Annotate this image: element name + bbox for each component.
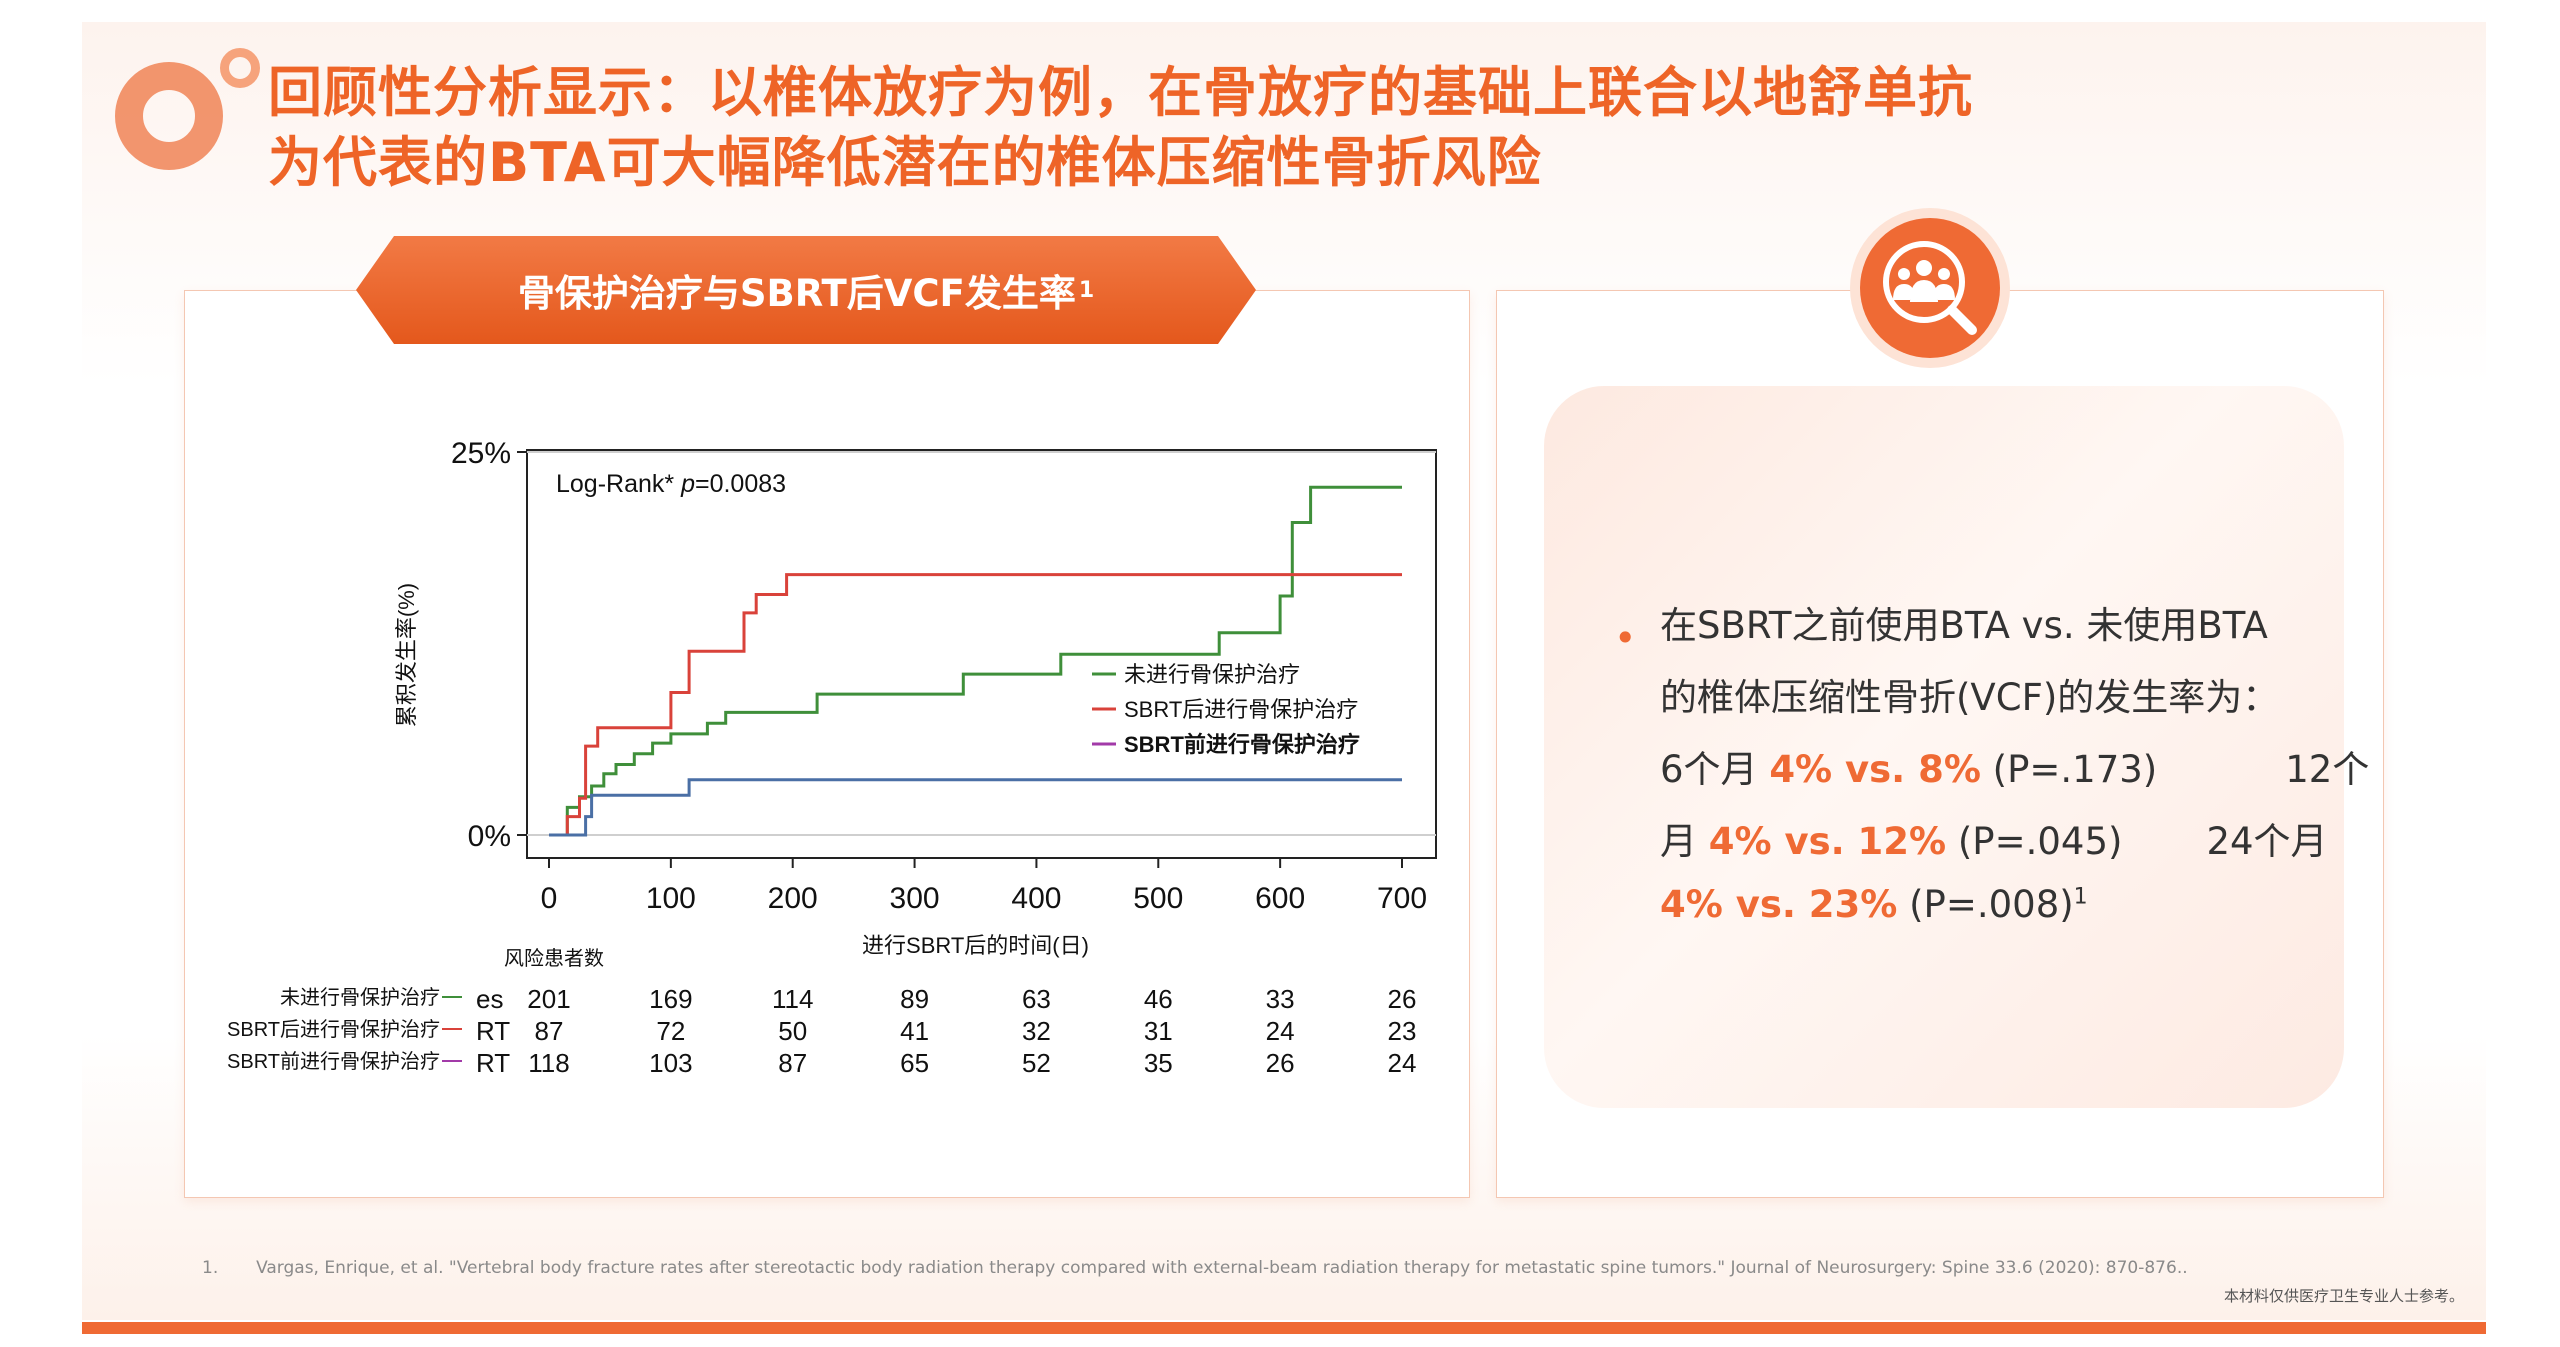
risk-row-label-1: 未进行骨保护治疗 bbox=[280, 986, 440, 1009]
risk-cell: 33 bbox=[1266, 984, 1295, 1014]
x-tick-label: 100 bbox=[646, 882, 696, 915]
risk-cell: 87 bbox=[535, 1016, 564, 1046]
bullet-24month-p: (P=.008) bbox=[1897, 883, 2074, 926]
banner-title-text: 骨保护治疗与SBRT后VCF发生率 bbox=[517, 272, 1076, 315]
bullet-12month-label-b: 月 bbox=[1660, 820, 1709, 863]
risk-cell: 63 bbox=[1022, 984, 1051, 1014]
risk-row-prefix-1: es bbox=[476, 984, 503, 1014]
x-tick-label: 0 bbox=[541, 882, 558, 915]
series-line-1 bbox=[549, 485, 1402, 837]
risk-cell: 23 bbox=[1388, 1016, 1417, 1046]
legend-label-3: SBRT前进行骨保护治疗 bbox=[1124, 732, 1360, 757]
logrank-annotation: Log-Rank* p=0.0083 bbox=[556, 470, 786, 498]
bullet-24month-rates: 4% vs. 23% bbox=[1660, 883, 1898, 926]
x-tick-label: 700 bbox=[1377, 882, 1427, 915]
footnote: 1. Vargas, Enrique, et al. "Vertebral bo… bbox=[202, 1258, 2188, 1278]
x-tick-label: 400 bbox=[1011, 882, 1061, 915]
bullet-12month-p: (P=.045) bbox=[1946, 820, 2123, 863]
chart-banner bbox=[356, 236, 1256, 344]
risk-cell: 26 bbox=[1266, 1048, 1295, 1078]
bullet-12month-rates: 4% vs. 12% bbox=[1708, 820, 1947, 863]
plot-frame bbox=[526, 449, 1437, 859]
risk-cell: 41 bbox=[900, 1016, 929, 1046]
bullet-line-1: 在SBRT之前使用BTA vs. 未使用BTA bbox=[1660, 604, 2268, 647]
risk-cell: 26 bbox=[1388, 984, 1417, 1014]
title-line-2: 为代表的BTA可大幅降低潜在的椎体压缩性骨折风险 bbox=[268, 131, 1542, 194]
risk-cell: 24 bbox=[1388, 1048, 1417, 1078]
legend-label-2: SBRT后进行骨保护治疗 bbox=[1124, 697, 1358, 722]
bullet-6month-p: (P=.173) bbox=[1980, 748, 2158, 791]
bullet-marker: • bbox=[1614, 616, 1637, 660]
risk-cell: 52 bbox=[1022, 1048, 1051, 1078]
risk-cell: 114 bbox=[772, 984, 813, 1014]
chart-banner-title: 骨保护治疗与SBRT后VCF发生率 1 bbox=[356, 236, 1256, 344]
disclaimer: 本材料仅供医疗卫生专业人士参考。 bbox=[2224, 1287, 2465, 1305]
bullet-24month-label: 24个月 bbox=[2206, 820, 2328, 863]
risk-cell: 65 bbox=[900, 1048, 929, 1078]
risk-cell: 201 bbox=[527, 984, 570, 1014]
bullet-line-5: 4% vs. 23% (P=.008)1 bbox=[1660, 883, 2088, 926]
km-chart: 0% 25% 0 100 200 300 400 500 600 700 累积发生率(%) 进行SBR… bbox=[227, 437, 1437, 1078]
bullet-line-2: 的椎体压缩性骨折(VCF)的发生率为： bbox=[1660, 676, 2280, 719]
risk-row-prefix-3: RT bbox=[476, 1048, 510, 1078]
bullet-line-3: 6个月 4% vs. 8% (P=.173) 12个 bbox=[1660, 739, 2369, 793]
bullet-line-4: 月 4% vs. 12% (P=.045) 24个月 bbox=[1660, 811, 2328, 865]
bottom-accent-bar bbox=[82, 1322, 2486, 1334]
banner-superscript: 1 bbox=[1078, 277, 1095, 303]
risk-cell: 89 bbox=[900, 984, 929, 1014]
risk-cell: 87 bbox=[778, 1048, 807, 1078]
slide-title: 回顾性分析显示：以椎体放疗为例，在骨放疗的基础上联合以地舒单抗 为代表的BTA可… bbox=[268, 58, 2318, 198]
bullet-12month-label-a: 12个 bbox=[2285, 748, 2370, 791]
risk-cell: 169 bbox=[649, 984, 692, 1014]
y-tick-label: 25% bbox=[451, 437, 511, 470]
x-tick-label: 500 bbox=[1133, 882, 1183, 915]
risk-row-label-3: SBRT前进行骨保护治疗 bbox=[227, 1050, 440, 1073]
series-line-2 bbox=[549, 573, 1402, 837]
summary-highlight-box bbox=[1544, 386, 2344, 1108]
risk-cell: 72 bbox=[656, 1016, 685, 1046]
risk-cell: 31 bbox=[1144, 1016, 1173, 1046]
y-tick-label: 0% bbox=[468, 820, 511, 853]
bullet-6month-rates: 4% vs. 8% bbox=[1769, 748, 1981, 791]
risk-cell: 103 bbox=[649, 1048, 692, 1078]
risk-cell: 35 bbox=[1144, 1048, 1173, 1078]
people-magnifier-icon bbox=[1860, 218, 2000, 358]
x-tick-label: 200 bbox=[768, 882, 818, 915]
logo-dot-icon bbox=[220, 48, 260, 88]
logo-ring-icon bbox=[115, 62, 223, 170]
bullet-6month-label: 6个月 bbox=[1660, 748, 1770, 791]
risk-cell: 118 bbox=[528, 1048, 569, 1078]
risk-row-label-2: SBRT后进行骨保护治疗 bbox=[227, 1018, 440, 1041]
x-tick-label: 600 bbox=[1255, 882, 1305, 915]
risk-cell: 46 bbox=[1144, 984, 1173, 1014]
bullet-superscript: 1 bbox=[2073, 884, 2088, 910]
y-axis-title: 累积发生率(%) bbox=[394, 583, 419, 727]
risk-cell: 24 bbox=[1266, 1016, 1295, 1046]
footnote-number: 1. bbox=[202, 1258, 219, 1278]
risk-row-prefix-2: RT bbox=[476, 1016, 510, 1046]
risk-table-title: 风险患者数 bbox=[504, 947, 604, 970]
risk-cell: 50 bbox=[778, 1016, 807, 1046]
series-line-3 bbox=[549, 778, 1402, 837]
legend-label-1: 未进行骨保护治疗 bbox=[1124, 662, 1300, 687]
x-tick-label: 300 bbox=[890, 882, 940, 915]
x-axis-title: 进行SBRT后的时间(日) bbox=[862, 933, 1089, 958]
footnote-text: Vargas, Enrique, et al. "Vertebral body … bbox=[256, 1258, 2188, 1278]
title-line-1: 回顾性分析显示：以椎体放疗为例，在骨放疗的基础上联合以地舒单抗 bbox=[268, 61, 1973, 124]
risk-cell: 32 bbox=[1022, 1016, 1051, 1046]
